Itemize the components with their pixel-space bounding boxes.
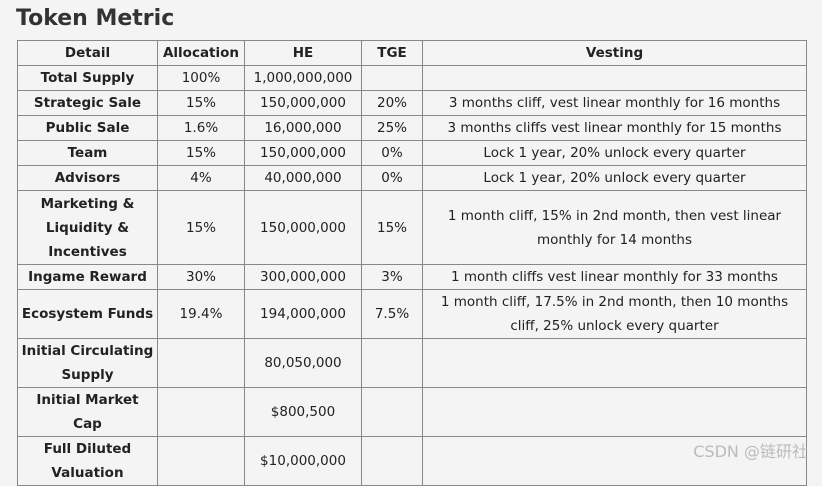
table-cell: 16,000,000 [244, 115, 362, 141]
table-cell: 3 months cliff, vest linear monthly for … [422, 90, 807, 116]
table-cell [422, 338, 807, 388]
table-row: Advisors 4% 40,000,000 0% Lock 1 year, 20% u… [17, 165, 807, 191]
table-cell: Initial Circulating Supply [17, 338, 158, 388]
table-cell: 1.6% [157, 115, 245, 141]
table-cell: 0% [361, 165, 423, 191]
table-cell: 150,000,000 [244, 90, 362, 116]
table-cell: Full Diluted Valuation [17, 436, 158, 486]
table-row: Team 15% 150,000,000 0% Lock 1 year, 20% unl… [17, 140, 807, 166]
table-cell: 1 month cliffs vest linear monthly for 3… [422, 264, 807, 290]
table-cell: Team [17, 140, 158, 166]
table-cell [361, 387, 423, 437]
table-cell: $800,500 [244, 387, 362, 437]
table-cell: 25% [361, 115, 423, 141]
table-cell: Lock 1 year, 20% unlock every quarter [422, 140, 807, 166]
header-row: Detail Allocation HE TGE Vesting [17, 40, 807, 66]
table-cell: 15% [157, 140, 245, 166]
table-cell: 3 months cliffs vest linear monthly for … [422, 115, 807, 141]
table-cell: Ingame Reward [17, 264, 158, 290]
table-cell: Lock 1 year, 20% unlock every quarter [422, 165, 807, 191]
table-cell: Total Supply [17, 65, 158, 91]
title: Token Metric [16, 6, 175, 31]
table-cell: Initial Market Cap [17, 387, 158, 437]
column-header: Vesting [422, 40, 807, 66]
column-header: HE [244, 40, 362, 66]
table-cell: 150,000,000 [244, 190, 362, 265]
page: Token Metric {"header": {"title": "Token… [16, 6, 808, 486]
table-cell: Public Sale [17, 115, 158, 141]
table-cell: 4% [157, 165, 245, 191]
table-cell [422, 387, 807, 437]
table-cell [422, 65, 807, 91]
token-table: Detail Allocation HE TGE Vesting Total Suppl… [17, 40, 807, 486]
watermark: CSDN @链研社 [693, 442, 808, 461]
table-cell: 0% [361, 140, 423, 166]
table-cell: Advisors [17, 165, 158, 191]
table-cell [361, 338, 423, 388]
table-row: Strategic Sale 15% 150,000,000 20% 3 months … [17, 90, 807, 116]
table-cell: 1,000,000,000 [244, 65, 362, 91]
column-header: TGE [361, 40, 423, 66]
column-header: Detail [17, 40, 158, 66]
table-cell: 40,000,000 [244, 165, 362, 191]
table-cell [157, 436, 245, 486]
page-body: Token Metric Detail Allocation HE TGE Vestin… [16, 6, 808, 486]
table-cell: 3% [361, 264, 423, 290]
table-cell: 19.4% [157, 289, 245, 339]
table-row: Total Supply 100% 1,000,000,000 [17, 65, 807, 91]
table-cell: Strategic Sale [17, 90, 158, 116]
table-cell [361, 436, 423, 486]
table-cell: 20% [361, 90, 423, 116]
table-row: Initial Circulating Supply 80,050,000 [17, 338, 807, 388]
table-cell: 80,050,000 [244, 338, 362, 388]
table-row: Initial Market Cap $800,500 [17, 387, 807, 437]
table-cell: 15% [361, 190, 423, 265]
table-cell: 100% [157, 65, 245, 91]
table-cell [157, 387, 245, 437]
table-cell: Marketing & Liquidity & Incentives [17, 190, 158, 265]
table-cell: 30% [157, 264, 245, 290]
table-cell [157, 338, 245, 388]
table-cell: Ecosystem Funds [17, 289, 158, 339]
table-row: Ingame Reward 30% 300,000,000 3% 1 month cli… [17, 264, 807, 290]
table-row: Marketing & Liquidity & Incentives 15% 150… [17, 190, 807, 265]
table-row: Ecosystem Funds 19.4% 194,000,000 7.5% 1 mon… [17, 289, 807, 339]
table-cell: 15% [157, 190, 245, 265]
table-cell: 150,000,000 [244, 140, 362, 166]
table-cell: 7.5% [361, 289, 423, 339]
table-cell: 300,000,000 [244, 264, 362, 290]
column-header: Allocation [157, 40, 245, 66]
table-cell: $10,000,000 [244, 436, 362, 486]
table-cell: 1 month cliff, 15% in 2nd month, then ve… [422, 190, 807, 265]
table-row: Public Sale 1.6% 16,000,000 25% 3 months cli… [17, 115, 807, 141]
table-body: Total Supply 100% 1,000,000,000 Strategic S… [17, 65, 807, 486]
table-cell: 1 month cliff, 17.5% in 2nd month, then … [422, 289, 807, 339]
table-cell: 15% [157, 90, 245, 116]
table-cell: 194,000,000 [244, 289, 362, 339]
table-row: Full Diluted Valuation $10,000,000 [17, 436, 807, 486]
table-cell [361, 65, 423, 91]
